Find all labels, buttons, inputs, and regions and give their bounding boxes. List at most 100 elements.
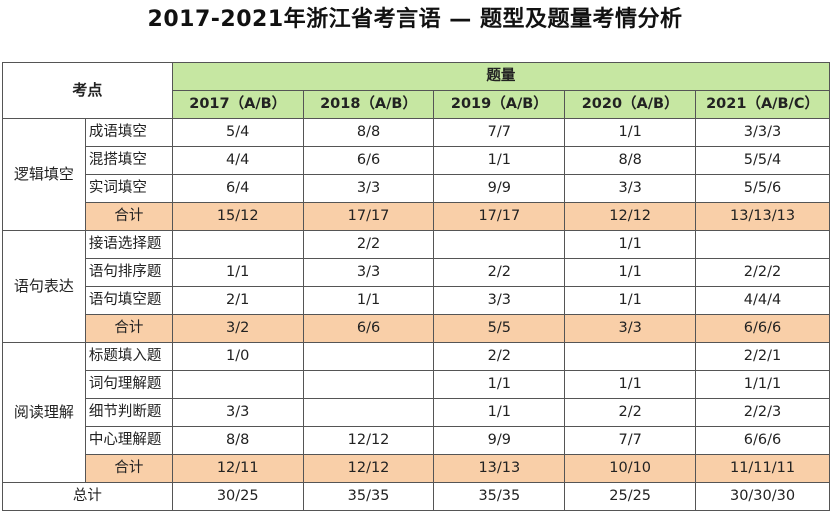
table-row: 细节判断题 3/3 1/1 2/2 2/2/3 <box>3 398 830 427</box>
sum-value-cell: 6/6 <box>302 314 435 343</box>
subtype-cell: 标题填入题 <box>84 342 173 371</box>
sum-value-cell: 6/6/6 <box>695 314 830 343</box>
value-cell: 2/2/2 <box>695 258 830 287</box>
value-cell: 2/2 <box>302 230 435 259</box>
value-cell: 1/0 <box>171 342 304 371</box>
table-row: 语句填空题 2/1 1/1 3/3 1/1 4/4/4 <box>3 286 830 315</box>
value-cell <box>433 230 566 259</box>
year-header: 2020（A/B） <box>564 90 697 119</box>
table-row: 混搭填空 4/4 6/6 1/1 8/8 5/5/4 <box>3 146 830 175</box>
value-cell: 6/6 <box>302 146 435 175</box>
value-cell: 1/1 <box>564 370 697 399</box>
value-cell <box>171 370 304 399</box>
value-cell: 3/3 <box>433 286 566 315</box>
total-value-cell: 35/35 <box>302 482 435 511</box>
page-title: 2017-2021年浙江省考言语 — 题型及题量考情分析 <box>147 7 683 32</box>
sum-value-cell: 12/12 <box>302 454 435 483</box>
value-cell: 9/9 <box>433 174 566 203</box>
category-cell: 语句表达 <box>2 230 86 343</box>
value-cell: 12/12 <box>302 426 435 455</box>
sum-value-cell: 11/11/11 <box>695 454 830 483</box>
subtype-cell: 成语填空 <box>84 118 173 147</box>
subtype-cell: 实词填空 <box>84 174 173 203</box>
value-cell: 1/1 <box>171 258 304 287</box>
category-cell: 逻辑填空 <box>2 118 86 231</box>
value-cell: 8/8 <box>564 146 697 175</box>
value-cell: 2/2 <box>433 258 566 287</box>
value-cell: 6/4 <box>171 174 304 203</box>
header-row-top: 考点 题量 <box>2 62 830 119</box>
tiliang-header: 题量 <box>171 62 830 91</box>
sum-label: 合计 <box>84 202 173 231</box>
value-cell: 3/3/3 <box>695 118 830 147</box>
value-cell: 3/3 <box>564 174 697 203</box>
value-cell: 4/4 <box>171 146 304 175</box>
table-row: 阅读理解 标题填入题 1/0 2/2 2/2/1 <box>2 342 830 483</box>
value-cell: 2/1 <box>171 286 304 315</box>
subtype-cell: 细节判断题 <box>84 398 173 427</box>
sum-value-cell: 17/17 <box>433 202 566 231</box>
total-value-cell: 30/25 <box>171 482 304 511</box>
subtype-cell: 词句理解题 <box>84 370 173 399</box>
value-cell: 2/2/1 <box>695 342 830 371</box>
value-cell <box>302 398 435 427</box>
table-row: 中心理解题 8/8 12/12 9/9 7/7 6/6/6 <box>3 426 830 455</box>
value-cell: 1/1 <box>433 398 566 427</box>
year-header: 2017（A/B） <box>171 90 304 119</box>
total-label: 总计 <box>2 482 173 511</box>
subtype-cell: 语句排序题 <box>84 258 173 287</box>
sum-value-cell: 10/10 <box>564 454 697 483</box>
value-cell: 1/1 <box>564 230 697 259</box>
table-row: 语句排序题 1/1 3/3 2/2 1/1 2/2/2 <box>3 258 830 287</box>
value-cell: 1/1 <box>433 146 566 175</box>
total-value-cell: 30/30/30 <box>695 482 830 511</box>
subtype-cell: 语句填空题 <box>84 286 173 315</box>
value-cell: 7/7 <box>564 426 697 455</box>
sum-value-cell: 5/5 <box>433 314 566 343</box>
exam-stats-table: 考点 题量 2017（A/B） 2018（A/B） 2019（A/B） 2020… <box>2 62 830 511</box>
value-cell <box>171 230 304 259</box>
value-cell: 4/4/4 <box>695 286 830 315</box>
sum-row: 合计 12/11 12/12 13/13 10/10 11/11/11 <box>3 454 830 483</box>
value-cell: 8/8 <box>171 426 304 455</box>
sum-row: 合计 3/2 6/6 5/5 3/3 6/6/6 <box>3 314 830 343</box>
sum-value-cell: 3/2 <box>171 314 304 343</box>
subtype-cell: 接语选择题 <box>84 230 173 259</box>
value-cell <box>695 230 830 259</box>
value-cell: 5/5/4 <box>695 146 830 175</box>
value-cell: 3/3 <box>302 174 435 203</box>
value-cell: 3/3 <box>302 258 435 287</box>
value-cell: 5/5/6 <box>695 174 830 203</box>
category-cell: 阅读理解 <box>2 342 86 483</box>
sum-value-cell: 17/17 <box>302 202 435 231</box>
value-cell: 9/9 <box>433 426 566 455</box>
sum-value-cell: 13/13 <box>433 454 566 483</box>
table-row: 实词填空 6/4 3/3 9/9 3/3 5/5/6 <box>3 174 830 203</box>
table-row: 逻辑填空 成语填空 5/4 8/8 7/7 1/1 3/3/3 <box>2 118 830 231</box>
sum-label: 合计 <box>84 314 173 343</box>
value-cell: 1/1/1 <box>695 370 830 399</box>
value-cell: 8/8 <box>302 118 435 147</box>
sum-value-cell: 12/11 <box>171 454 304 483</box>
value-cell <box>302 342 435 371</box>
value-cell: 7/7 <box>433 118 566 147</box>
table-row: 词句理解题 1/1 1/1 1/1/1 <box>3 370 830 399</box>
total-value-cell: 35/35 <box>433 482 566 511</box>
header-row-years: 2017（A/B） 2018（A/B） 2019（A/B） 2020（A/B） … <box>3 90 830 119</box>
value-cell <box>564 342 697 371</box>
value-cell: 1/1 <box>564 258 697 287</box>
value-cell: 1/1 <box>564 286 697 315</box>
sum-row: 合计 15/12 17/17 17/17 12/12 13/13/13 <box>3 202 830 231</box>
value-cell: 3/3 <box>171 398 304 427</box>
table-row: 语句表达 接语选择题 2/2 1/1 <box>2 230 830 343</box>
value-cell: 2/2 <box>564 398 697 427</box>
value-cell: 2/2 <box>433 342 566 371</box>
subtype-cell: 中心理解题 <box>84 426 173 455</box>
subtype-cell: 混搭填空 <box>84 146 173 175</box>
value-cell: 1/1 <box>564 118 697 147</box>
sum-value-cell: 3/3 <box>564 314 697 343</box>
year-header: 2021（A/B/C） <box>695 90 830 119</box>
value-cell: 5/4 <box>171 118 304 147</box>
value-cell: 1/1 <box>433 370 566 399</box>
sum-value-cell: 12/12 <box>564 202 697 231</box>
